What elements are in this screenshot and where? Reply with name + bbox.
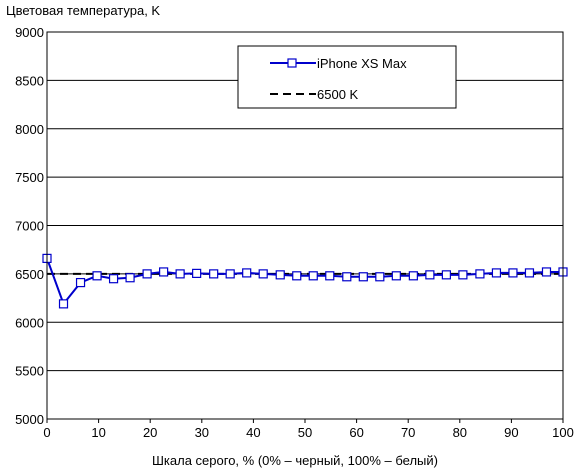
x-tick-label-50: 50 (298, 425, 312, 440)
y-tick-label-7500: 7500 (15, 170, 44, 185)
iphone-point-9 (192, 268, 202, 278)
iphone-point-14 (275, 270, 285, 280)
iphone-point-18 (342, 272, 352, 282)
x-tick-label-40: 40 (246, 425, 260, 440)
legend-marker-iphone (287, 58, 297, 68)
legend-label-iphone: iPhone XS Max (317, 56, 407, 71)
iphone-point-8 (175, 269, 185, 279)
iphone-point-11 (225, 269, 235, 279)
grid-lines (47, 79, 563, 372)
iphone-point-26 (475, 269, 485, 279)
y-axis-label: Цветовая температура, K (6, 3, 160, 18)
iphone-point-5 (125, 273, 135, 283)
iphone-point-3 (92, 271, 102, 281)
iphone-point-23 (425, 270, 435, 280)
iphone-point-13 (258, 269, 268, 279)
y-tick-label-6000: 6000 (15, 315, 44, 330)
x-tick-label-100: 100 (552, 425, 574, 440)
x-tick-label-30: 30 (195, 425, 209, 440)
x-tick-label-80: 80 (453, 425, 467, 440)
iphone-point-21 (391, 271, 401, 281)
x-tick-label-0: 0 (43, 425, 50, 440)
iphone-point-12 (242, 268, 252, 278)
iphone-point-2 (75, 277, 86, 288)
iphone-series-line (46, 258, 563, 306)
iphone-point-24 (441, 270, 451, 280)
iphone-point-10 (209, 269, 219, 279)
iphone-point-15 (292, 271, 302, 281)
iphone-point-30 (541, 267, 552, 277)
y-tick-label-8000: 8000 (15, 122, 44, 137)
iphone-point-4 (108, 274, 119, 284)
y-tick-label-7000: 7000 (15, 219, 44, 234)
y-tick-label-9000: 9000 (15, 25, 44, 40)
iphone-point-29 (524, 268, 535, 278)
x-tick-labels: 0 10 20 30 40 50 60 70 80 90 100 (43, 419, 574, 440)
y-tick-label-8500: 8500 (15, 73, 44, 88)
iphone-point-20 (375, 272, 385, 282)
iphone-point-7 (159, 267, 169, 277)
legend-box (237, 45, 457, 109)
iphone-point-28 (508, 268, 518, 278)
iphone-point-6 (142, 269, 152, 279)
y-tick-labels: 5000 5500 6000 6500 7000 7500 8000 8500 9000 (15, 25, 44, 427)
legend: iPhone XS Max 6500 K (237, 45, 457, 109)
x-tick-label-20: 20 (143, 425, 157, 440)
x-tick-label-60: 60 (349, 425, 363, 440)
legend-label-reference: 6500 K (317, 87, 359, 102)
iphone-point-19 (358, 272, 368, 282)
x-tick-label-70: 70 (401, 425, 415, 440)
y-tick-label-6500: 6500 (15, 267, 44, 282)
iphone-point-22 (408, 271, 418, 281)
y-tick-label-5500: 5500 (15, 364, 44, 379)
iphone-point-25 (458, 270, 468, 280)
iphone-point-1 (58, 299, 69, 309)
iphone-point-27 (491, 268, 502, 278)
iphone-point-16 (308, 271, 318, 281)
plot-area-frame (46, 31, 564, 420)
iphone-point-17 (325, 271, 335, 281)
x-tick-label-90: 90 (504, 425, 518, 440)
x-axis-label: Шкала серого, % (0% – черный, 100% – бел… (152, 453, 438, 468)
y-tick-label-5000: 5000 (15, 412, 44, 427)
x-tick-label-10: 10 (91, 425, 105, 440)
series-layer (42, 253, 568, 309)
